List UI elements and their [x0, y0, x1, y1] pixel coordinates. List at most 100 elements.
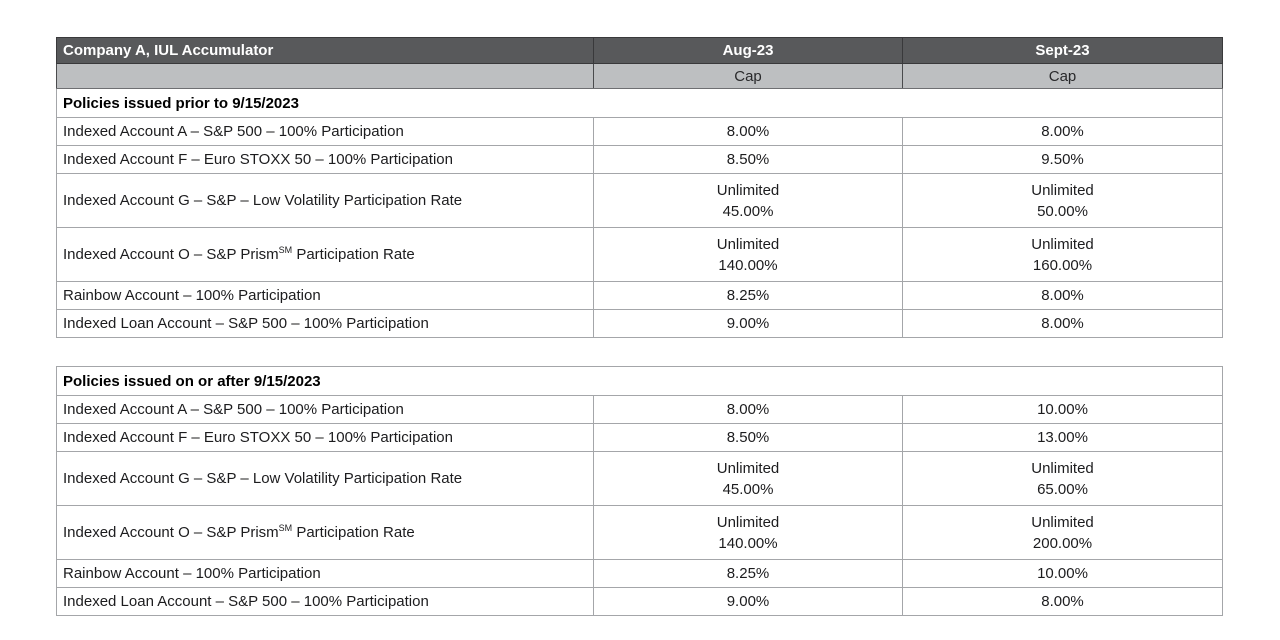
- cap-value-sept: Unlimited 200.00%: [901, 505, 1224, 560]
- document-page: Company A, IUL Accumulator Aug-23 Sept-2…: [55, 37, 1224, 616]
- cap-value-line: 200.00%: [1032, 534, 1093, 552]
- account-label: Indexed Account A – S&P 500 – 100% Parti…: [56, 395, 594, 424]
- cap-value-aug: 9.00%: [593, 587, 903, 616]
- cap-value-aug: Unlimited 45.00%: [593, 451, 903, 506]
- account-row: Indexed Loan Account – S&P 500 – 100% Pa…: [56, 587, 1224, 616]
- subheader-cap-aug: Cap: [593, 63, 903, 89]
- cap-value-sept: 8.00%: [901, 587, 1224, 616]
- cap-value-line: Unlimited: [1031, 181, 1094, 199]
- cap-value-line: 45.00%: [722, 480, 774, 498]
- cap-value-line: Unlimited: [1031, 513, 1094, 531]
- account-row: Indexed Account G – S&P – Low Volatility…: [56, 173, 1223, 228]
- account-row: Indexed Account G – S&P – Low Volatility…: [56, 451, 1224, 506]
- section-heading-row: Policies issued prior to 9/15/2023: [56, 88, 1223, 118]
- cap-value-line: 8.00%: [1041, 287, 1084, 304]
- cap-value-sept: Unlimited 65.00%: [901, 451, 1224, 506]
- cap-value-line: Unlimited: [1031, 235, 1094, 253]
- cap-value-aug: 8.25%: [593, 281, 903, 310]
- cap-value-line: Unlimited: [716, 459, 780, 477]
- cap-value-line: 13.00%: [1037, 429, 1088, 446]
- account-row: Indexed Account A – S&P 500 – 100% Parti…: [56, 395, 1224, 424]
- subheader-empty-cell: [56, 63, 594, 89]
- cap-value-line: 9.00%: [726, 593, 770, 610]
- cap-value-line: 8.50%: [726, 429, 770, 446]
- cap-value-sept: 10.00%: [901, 395, 1224, 424]
- table-subheader-row: Cap Cap: [56, 63, 1223, 89]
- cap-value-line: Unlimited: [716, 513, 780, 531]
- cap-value-aug: Unlimited 45.00%: [593, 173, 903, 228]
- table-title: Company A, IUL Accumulator: [56, 37, 594, 64]
- account-label: Rainbow Account – 100% Participation: [56, 281, 594, 310]
- column-header-sept23: Sept-23: [902, 37, 1223, 64]
- cap-value-sept: 8.00%: [902, 117, 1223, 146]
- account-row: Rainbow Account – 100% Participation 8.25…: [56, 559, 1224, 588]
- cap-value-aug: Unlimited 140.00%: [593, 227, 903, 282]
- account-row: Rainbow Account – 100% Participation 8.25…: [56, 281, 1223, 310]
- cap-value-line: Unlimited: [1031, 459, 1094, 477]
- cap-value-line: Unlimited: [716, 181, 780, 199]
- cap-value-line: 160.00%: [1032, 256, 1093, 274]
- cap-value-line: 8.25%: [726, 287, 770, 304]
- cap-value-sept: Unlimited 160.00%: [902, 227, 1223, 282]
- cap-value-line: 8.50%: [726, 151, 770, 168]
- account-label: Indexed Loan Account – S&P 500 – 100% Pa…: [56, 309, 594, 338]
- cap-value-aug: Unlimited 140.00%: [593, 505, 903, 560]
- table-header-row: Company A, IUL Accumulator Aug-23 Sept-2…: [56, 37, 1223, 64]
- account-label: Rainbow Account – 100% Participation: [56, 559, 594, 588]
- rate-table-after-body: Policies issued on or after 9/15/2023 Ind…: [55, 366, 1224, 616]
- account-label: Indexed Loan Account – S&P 500 – 100% Pa…: [56, 587, 594, 616]
- cap-value-line: 8.25%: [726, 565, 770, 582]
- cap-value-aug: 8.00%: [593, 395, 903, 424]
- account-row: Indexed Loan Account – S&P 500 – 100% Pa…: [56, 309, 1223, 338]
- account-label: Indexed Account G – S&P – Low Volatility…: [56, 173, 594, 228]
- cap-value-sept: 13.00%: [901, 423, 1224, 452]
- cap-value-sept: 10.00%: [901, 559, 1224, 588]
- cap-value-line: 10.00%: [1037, 401, 1088, 418]
- cap-value-line: 8.00%: [726, 123, 770, 140]
- service-mark-superscript: SM: [278, 523, 293, 533]
- cap-value-line: 50.00%: [1037, 202, 1088, 220]
- cap-value-aug: 9.00%: [593, 309, 903, 338]
- section-heading-row: Policies issued on or after 9/15/2023: [55, 366, 1224, 396]
- cap-value-line: 65.00%: [1037, 480, 1088, 498]
- cap-value-aug: 8.00%: [593, 117, 903, 146]
- section-heading-text: Policies issued prior to 9/15/2023: [56, 88, 1223, 118]
- account-label: Indexed Account O – S&P PrismSM Particip…: [56, 227, 594, 282]
- cap-value-line: Unlimited: [716, 235, 780, 253]
- rate-table-after: Policies issued on or after 9/15/2023 Ind…: [55, 366, 1224, 616]
- cap-value-aug: 8.50%: [593, 145, 903, 174]
- service-mark-superscript: SM: [278, 245, 293, 255]
- cap-value-sept: Unlimited 50.00%: [902, 173, 1223, 228]
- column-header-aug23: Aug-23: [593, 37, 903, 64]
- cap-value-line: 8.00%: [1041, 593, 1084, 610]
- section-heading-text: Policies issued on or after 9/15/2023: [55, 366, 1224, 396]
- cap-value-line: 45.00%: [722, 202, 774, 220]
- cap-value-line: 140.00%: [718, 256, 778, 274]
- cap-value-line: 10.00%: [1037, 565, 1088, 582]
- account-row: Indexed Account A – S&P 500 – 100% Parti…: [56, 117, 1223, 146]
- cap-value-sept: 8.00%: [902, 309, 1223, 338]
- account-row: Indexed Account O – S&P PrismSM Particip…: [56, 505, 1224, 560]
- cap-value-aug: 8.25%: [593, 559, 903, 588]
- cap-value-line: 9.50%: [1041, 151, 1084, 168]
- account-row: Indexed Account F – Euro STOXX 50 – 100%…: [56, 423, 1224, 452]
- account-label: Indexed Account A – S&P 500 – 100% Parti…: [56, 117, 594, 146]
- cap-value-line: 8.00%: [1041, 315, 1084, 332]
- account-label: Indexed Account F – Euro STOXX 50 – 100%…: [56, 423, 594, 452]
- cap-value-aug: 8.50%: [593, 423, 903, 452]
- cap-value-line: 8.00%: [1041, 123, 1084, 140]
- subheader-cap-sept: Cap: [902, 63, 1223, 89]
- account-label: Indexed Account F – Euro STOXX 50 – 100%…: [56, 145, 594, 174]
- cap-value-sept: 9.50%: [902, 145, 1223, 174]
- account-row: Indexed Account O – S&P PrismSM Particip…: [56, 227, 1223, 282]
- account-label: Indexed Account G – S&P – Low Volatility…: [56, 451, 594, 506]
- account-row: Indexed Account F – Euro STOXX 50 – 100%…: [56, 145, 1223, 174]
- cap-value-line: 8.00%: [726, 401, 770, 418]
- rate-table-prior-body: Policies issued prior to 9/15/2023 Indexe…: [56, 88, 1223, 338]
- account-label: Indexed Account O – S&P PrismSM Particip…: [56, 505, 594, 560]
- cap-value-line: 140.00%: [718, 534, 778, 552]
- rate-table-prior: Company A, IUL Accumulator Aug-23 Sept-2…: [56, 37, 1223, 338]
- cap-value-line: 9.00%: [726, 315, 770, 332]
- cap-value-sept: 8.00%: [902, 281, 1223, 310]
